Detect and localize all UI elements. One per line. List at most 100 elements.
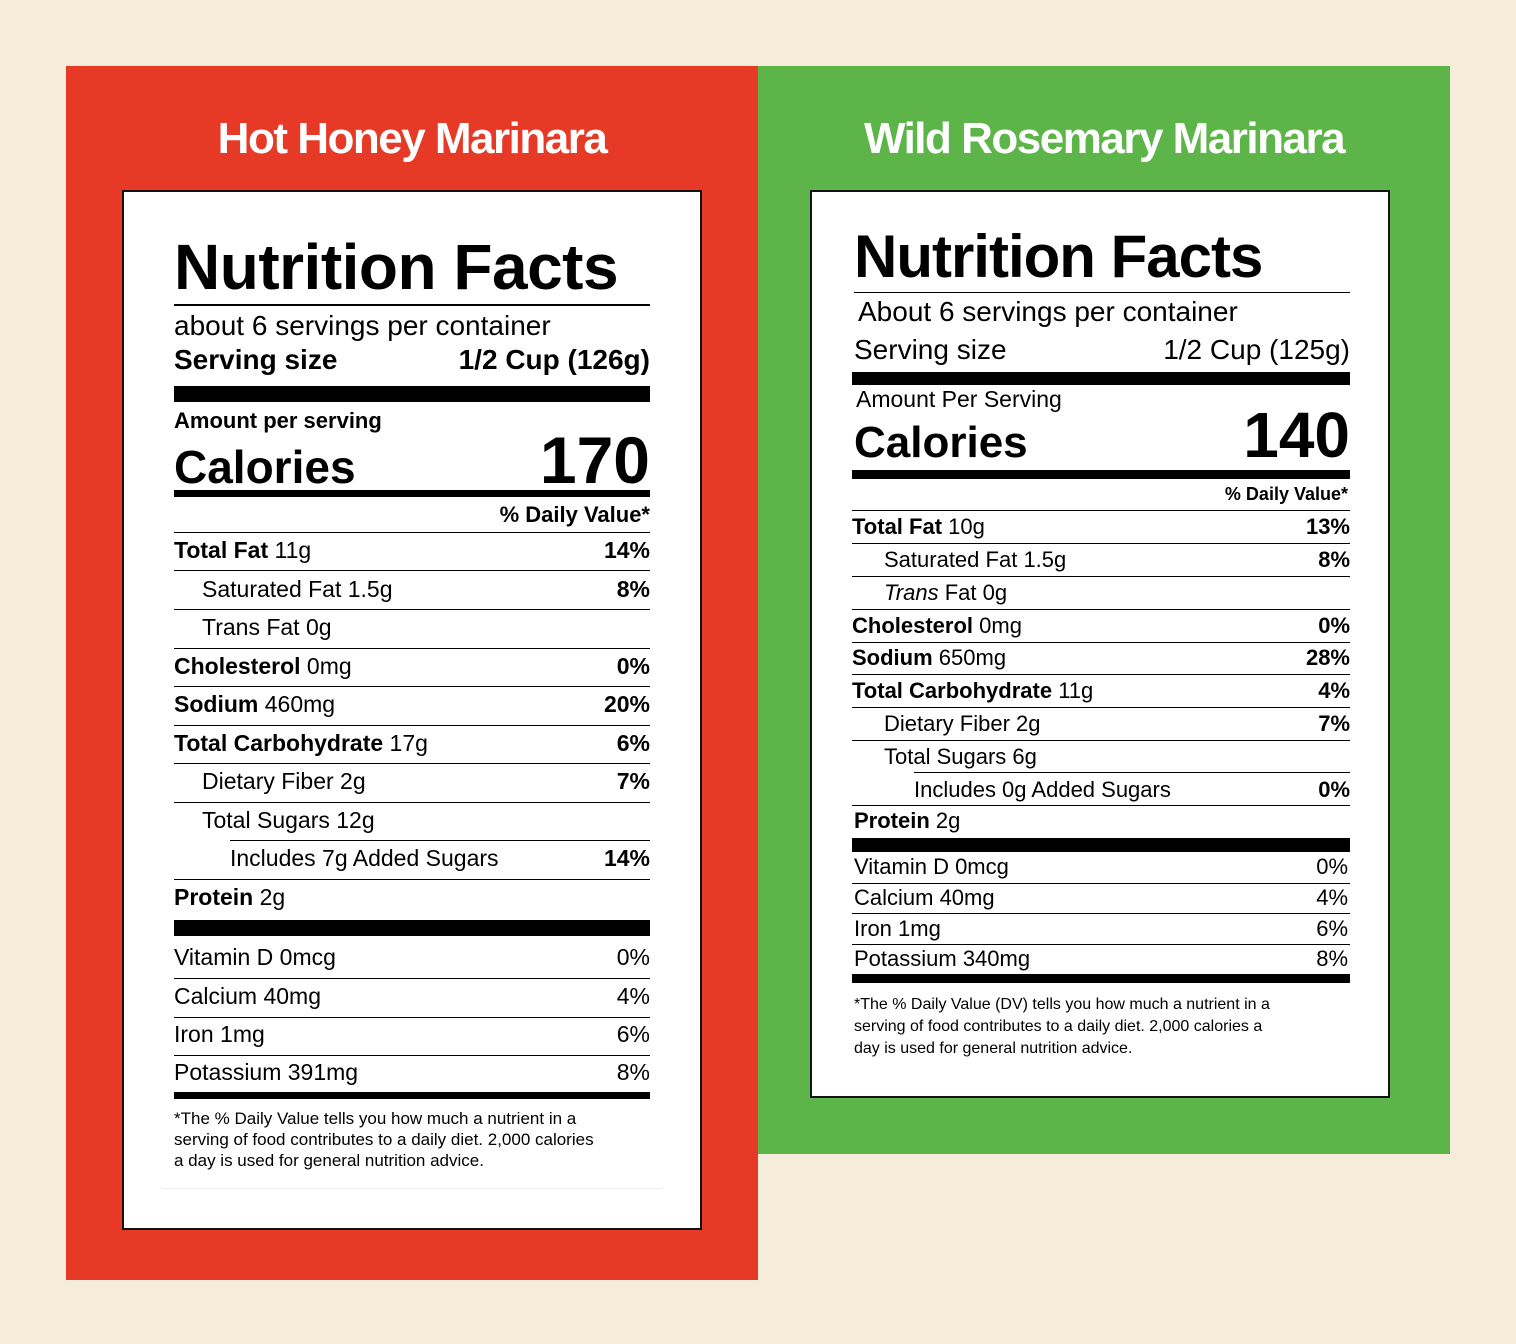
nutrient-row-total-fat: Total Fat 11g 14% xyxy=(174,537,650,564)
product-title: Wild Rosemary Marinara xyxy=(863,114,1346,163)
daily-value-header: % Daily Value* xyxy=(499,502,650,527)
nutrient-row-total-sugars: Total Sugars 12g xyxy=(202,807,650,834)
divider xyxy=(852,913,1350,914)
vitamin-name: Vitamin D 0mcg xyxy=(854,854,1009,879)
nutrient-amount: 11g xyxy=(1058,678,1094,703)
calories-row: Calories 140 xyxy=(854,398,1350,471)
nutrient-row-added-sugars: Includes 7g Added Sugars 14% xyxy=(230,845,650,872)
divider xyxy=(174,686,650,687)
nutrient-row-saturated-fat: Saturated Fat 1.5g 8% xyxy=(202,576,650,603)
nutrient-name: Total Fat xyxy=(852,514,943,539)
nutrient-name: Sodium xyxy=(852,645,933,670)
divider xyxy=(852,642,1350,643)
divider xyxy=(914,772,1350,773)
nutrient-name: Includes 7g Added Sugars xyxy=(230,845,499,871)
nutrient-row-cholesterol: Cholesterol 0mg 0% xyxy=(852,613,1350,639)
vitamin-name: Potassium 340mg xyxy=(854,946,1031,971)
nutrient-name: Total Sugars xyxy=(202,807,330,833)
nutrient-dv: 0% xyxy=(1318,777,1350,802)
nutrient-amount: 2g xyxy=(935,808,961,833)
nutrient-dv: 7% xyxy=(1318,711,1350,736)
nutrient-name: Saturated Fat xyxy=(884,547,1018,572)
nutrient-row-added-sugars: Includes 0g Added Sugars 0% xyxy=(914,777,1350,803)
thick-divider xyxy=(174,490,650,497)
nutrient-row-total-carbohydrate: Total Carbohydrate 11g 4% xyxy=(852,678,1350,704)
nutrient-amount: 460mg xyxy=(264,691,336,717)
vitamin-row-vitamin-d: Vitamin D 0mcg 0% xyxy=(174,944,650,971)
divider xyxy=(852,576,1350,577)
nutrient-amount: 0g xyxy=(305,614,332,640)
vitamin-dv: 8% xyxy=(616,1059,650,1085)
nutrient-row-dietary-fiber: Dietary Fiber 2g 7% xyxy=(884,711,1350,737)
divider xyxy=(852,944,1350,945)
nutrient-dv: 4% xyxy=(1318,678,1350,703)
serving-size-label: Serving size xyxy=(854,334,1007,365)
nutrient-amount: 1.5g xyxy=(1023,547,1067,572)
nutrient-name: Sodium xyxy=(174,691,259,717)
vitamin-row-iron: Iron 1mg 6% xyxy=(854,916,1348,942)
vitamin-dv: 6% xyxy=(616,1021,650,1047)
divider xyxy=(174,609,650,610)
footnote: *The % Daily Value tells you how much a … xyxy=(174,1108,594,1171)
nutrient-name: Total Sugars xyxy=(884,744,1007,769)
footnote-line: serving of food contributes to a daily d… xyxy=(174,1130,594,1149)
vitamin-name: Calcium 40mg xyxy=(854,885,995,910)
nutrient-name: Trans Fat xyxy=(202,614,300,640)
vitamin-name: Vitamin D 0mcg xyxy=(174,944,336,970)
nutrient-name: Protein xyxy=(174,884,254,910)
nutrient-row-total-sugars: Total Sugars 6g xyxy=(884,744,1350,770)
nutrient-name: Total Carbohydrate xyxy=(852,678,1053,703)
vitamin-dv: 0% xyxy=(616,944,650,970)
thick-divider xyxy=(852,470,1350,479)
nutrient-amount: 0mg xyxy=(979,613,1022,638)
divider xyxy=(174,978,650,979)
nutrient-amount: 12g xyxy=(336,807,375,833)
nutrient-name: Trans xyxy=(884,580,939,605)
vitamin-row-calcium: Calcium 40mg 4% xyxy=(854,885,1348,911)
nutrient-name: Dietary Fiber xyxy=(202,768,334,794)
faint-divider xyxy=(162,1188,662,1189)
nutrient-dv: 14% xyxy=(603,537,650,563)
product-panel-wild-rosemary: Wild Rosemary Marinara Nutrition Facts A… xyxy=(758,66,1450,1154)
divider xyxy=(174,1017,650,1018)
nutrient-dv: 0% xyxy=(616,653,650,679)
nutrient-row-protein: Protein 2g xyxy=(174,884,650,911)
nutrient-name: Cholesterol xyxy=(852,613,974,638)
nutrient-amount: 2g xyxy=(340,768,366,794)
nutrient-dv: 28% xyxy=(1305,645,1350,670)
nutrient-amount: 10g xyxy=(948,514,985,539)
divider xyxy=(852,674,1350,675)
serving-size-label: Serving size xyxy=(174,344,338,375)
calories-row: Calories 170 xyxy=(174,422,650,497)
nutrient-row-total-fat: Total Fat 10g 13% xyxy=(852,514,1350,540)
vitamin-row-iron: Iron 1mg 6% xyxy=(174,1021,650,1048)
footnote-line: *The % Daily Value (DV) tells you how mu… xyxy=(854,996,1270,1013)
divider xyxy=(174,802,650,803)
divider xyxy=(852,883,1350,884)
nutrient-row-protein: Protein 2g xyxy=(854,808,1350,834)
amount-per-serving: Amount per serving xyxy=(174,408,382,433)
divider xyxy=(174,763,650,764)
nutrient-name: Cholesterol xyxy=(174,653,301,679)
nutrient-amount: 650mg xyxy=(938,645,1007,670)
nutrient-amount: 1.5g xyxy=(347,576,393,602)
serving-size-row: Serving size 1/2 Cup (126g) xyxy=(174,344,650,376)
nutrient-row-total-carbohydrate: Total Carbohydrate 17g 6% xyxy=(174,730,650,757)
vitamin-name: Iron 1mg xyxy=(174,1021,265,1047)
product-title: Hot Honey Marinara xyxy=(217,114,608,163)
vitamin-name: Iron 1mg xyxy=(854,916,941,941)
nutrient-dv: 8% xyxy=(616,576,650,602)
vitamin-row-vitamin-d: Vitamin D 0mcg 0% xyxy=(854,854,1348,880)
nutrient-amount: 2g xyxy=(259,884,286,910)
daily-value-header: % Daily Value* xyxy=(1224,484,1348,504)
nutrient-row-trans-fat: Trans Fat 0g xyxy=(884,580,1350,606)
nutrient-name: Dietary Fiber xyxy=(884,711,1010,736)
divider xyxy=(852,740,1350,741)
nutrient-row-sodium: Sodium 650mg 28% xyxy=(852,645,1350,671)
thick-divider xyxy=(852,838,1350,852)
nutrient-name: Total Fat xyxy=(174,537,269,563)
product-panel-hot-honey: Hot Honey Marinara Nutrition Facts about… xyxy=(66,66,758,1280)
nutrient-row-trans-fat: Trans Fat 0g xyxy=(202,614,650,641)
vitamin-row-potassium: Potassium 340mg 8% xyxy=(854,946,1348,972)
nutrient-dv: 6% xyxy=(616,730,650,756)
